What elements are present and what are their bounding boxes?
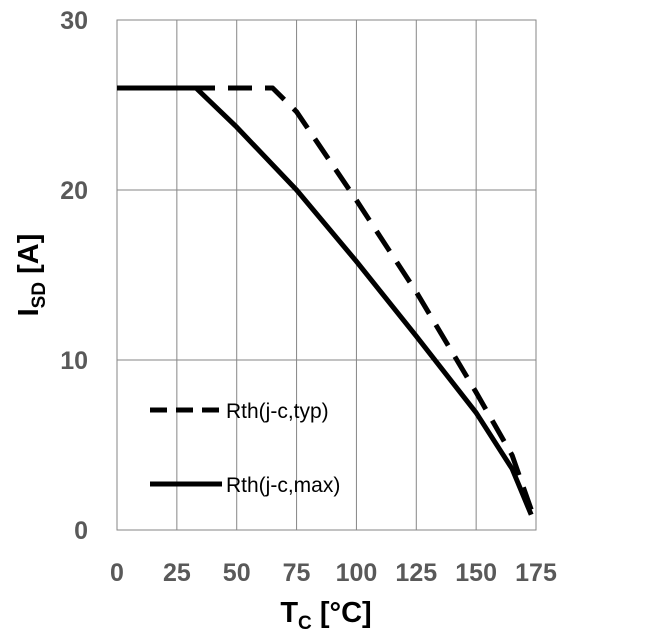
x-tick-labels: 0 25 50 75 100 125 150 175 <box>110 559 557 587</box>
x-tick-label: 175 <box>515 559 557 587</box>
x-tick-label: 25 <box>163 559 191 587</box>
y-tick-label: 0 <box>74 517 88 545</box>
series-line-typ <box>117 85 534 511</box>
y-tick-label: 30 <box>60 7 88 35</box>
x-axis-title-sub: C <box>298 613 312 634</box>
x-tick-label: 50 <box>223 559 251 587</box>
y-tick-label: 20 <box>60 177 88 205</box>
x-tick-label: 100 <box>336 559 378 587</box>
x-axis-title-main: T <box>280 597 298 629</box>
y-axis-title-main: I <box>13 308 45 316</box>
y-tick-label: 10 <box>60 347 88 375</box>
x-tick-label: 0 <box>110 559 124 587</box>
x-axis-title: TC [°C] <box>280 597 371 634</box>
series-line-max <box>117 85 534 516</box>
grid <box>117 20 536 530</box>
x-tick-label: 125 <box>395 559 437 587</box>
legend-label-max: Rth(j-c,max) <box>226 474 340 497</box>
x-tick-label: 75 <box>283 559 311 587</box>
y-axis-title: ISD [A] <box>13 234 50 317</box>
y-axis-title-unit: [A] <box>13 234 45 282</box>
legend: Rth(j-c,typ) Rth(j-c,max) <box>150 400 340 497</box>
x-tick-label: 150 <box>455 559 497 587</box>
x-axis-title-unit: [°C] <box>312 597 372 629</box>
series-layer <box>117 85 534 516</box>
y-axis-title-sub: SD <box>29 282 50 308</box>
y-tick-labels: 0 10 20 30 <box>60 7 88 545</box>
legend-label-typ: Rth(j-c,typ) <box>226 400 329 423</box>
plot-frame <box>116 19 537 531</box>
